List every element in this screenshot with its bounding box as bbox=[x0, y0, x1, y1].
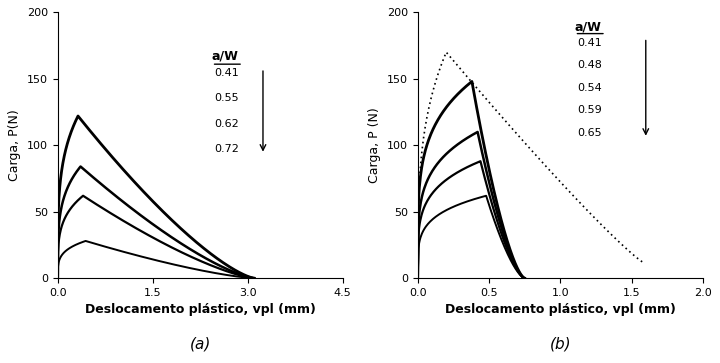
Text: 0.41: 0.41 bbox=[215, 68, 239, 78]
Text: 0.62: 0.62 bbox=[215, 119, 239, 129]
Text: 0.55: 0.55 bbox=[215, 93, 239, 103]
Text: 0.59: 0.59 bbox=[577, 105, 602, 115]
X-axis label: Deslocamento plástico, vpl (mm): Deslocamento plástico, vpl (mm) bbox=[445, 303, 675, 317]
Text: (a): (a) bbox=[189, 337, 211, 352]
Text: (b): (b) bbox=[549, 337, 571, 352]
Text: 0.41: 0.41 bbox=[577, 38, 602, 48]
Text: 0.65: 0.65 bbox=[577, 128, 602, 138]
Y-axis label: Carga, P (N): Carga, P (N) bbox=[369, 107, 382, 183]
X-axis label: Deslocamento plástico, vpl (mm): Deslocamento plástico, vpl (mm) bbox=[85, 303, 315, 317]
Text: 0.54: 0.54 bbox=[577, 83, 602, 93]
Text: 0.48: 0.48 bbox=[577, 60, 602, 70]
Text: a/W: a/W bbox=[212, 50, 238, 62]
Text: a/W: a/W bbox=[575, 20, 601, 33]
Y-axis label: Carga, P(N): Carga, P(N) bbox=[9, 109, 22, 181]
Text: 0.72: 0.72 bbox=[215, 144, 239, 154]
